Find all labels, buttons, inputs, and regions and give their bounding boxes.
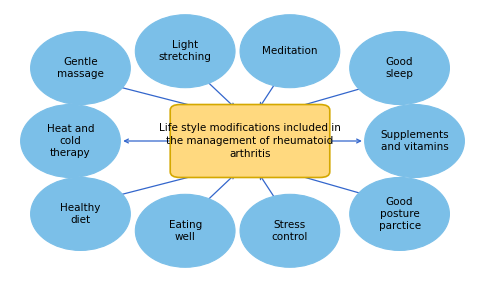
Ellipse shape xyxy=(350,177,450,250)
FancyBboxPatch shape xyxy=(170,105,330,177)
Ellipse shape xyxy=(240,194,340,267)
Text: Life style modifications included in
the management of rheumatoid
arthritis: Life style modifications included in the… xyxy=(159,123,341,159)
Text: Stress
control: Stress control xyxy=(272,220,308,242)
Text: Meditation: Meditation xyxy=(262,46,318,56)
Ellipse shape xyxy=(20,105,120,177)
Text: Eating
well: Eating well xyxy=(168,220,202,242)
Text: Good
posture
parctice: Good posture parctice xyxy=(378,197,420,231)
Ellipse shape xyxy=(240,15,340,88)
Text: Supplements
and vitamins: Supplements and vitamins xyxy=(380,130,449,152)
Ellipse shape xyxy=(30,177,130,250)
Text: Light
stretching: Light stretching xyxy=(158,40,212,62)
Ellipse shape xyxy=(136,194,235,267)
Text: Healthy
diet: Healthy diet xyxy=(60,203,100,225)
Text: Heat and
cold
therapy: Heat and cold therapy xyxy=(47,124,94,158)
Ellipse shape xyxy=(350,32,450,105)
Ellipse shape xyxy=(136,15,235,88)
Ellipse shape xyxy=(364,105,464,177)
Ellipse shape xyxy=(30,32,130,105)
Text: Gentle
massage: Gentle massage xyxy=(57,57,104,79)
Text: Good
sleep: Good sleep xyxy=(386,57,413,79)
